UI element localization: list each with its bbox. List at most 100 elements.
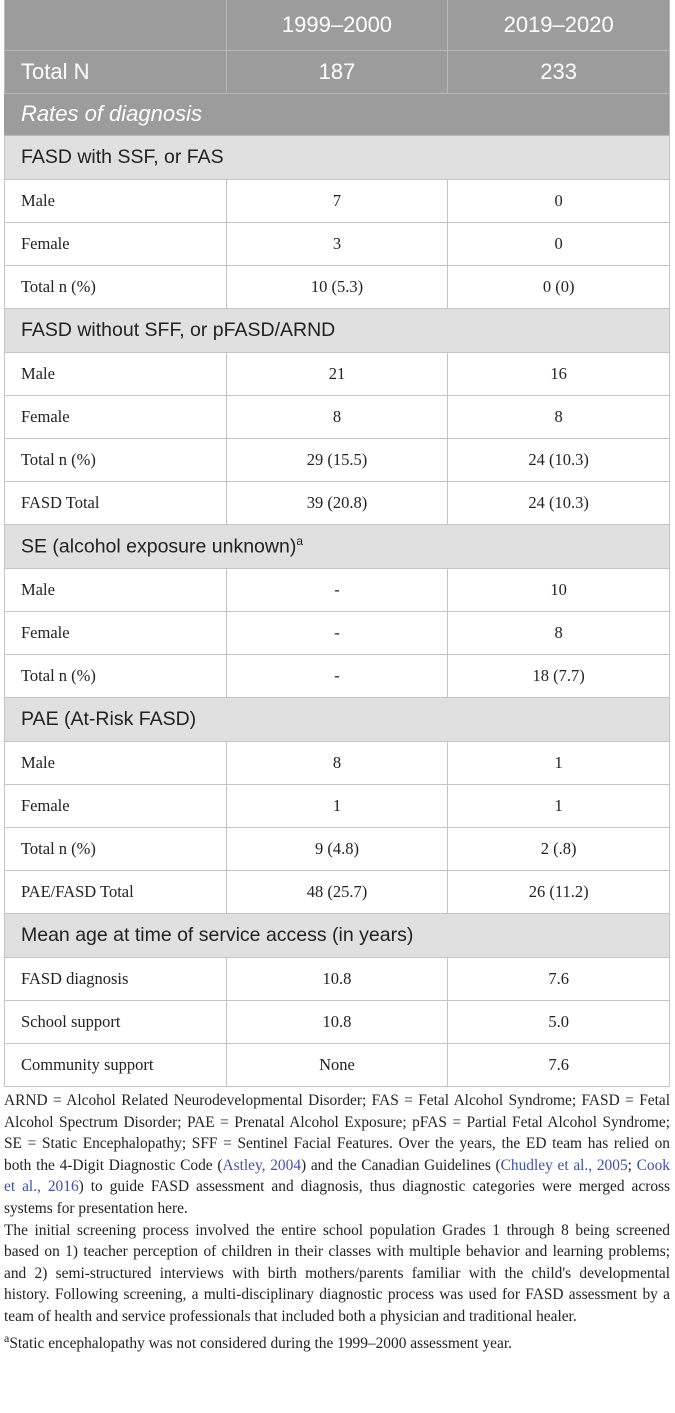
cell-value: 39 (20.8) bbox=[225, 480, 449, 525]
row-label: PAE/FASD Total bbox=[4, 869, 227, 914]
row-label: Total n (%) bbox=[4, 826, 227, 871]
header-row: 1999–2000 2019–2020 bbox=[4, 0, 670, 51]
section-title: PAE (At-Risk FASD) bbox=[21, 707, 197, 730]
data-row: Female 3 0 bbox=[4, 221, 670, 266]
citation-link[interactable]: Chudley et al., 2005 bbox=[500, 1156, 628, 1174]
column-header: 2019–2020 bbox=[447, 0, 670, 51]
total-value: 187 bbox=[225, 49, 449, 94]
row-label: Female bbox=[4, 610, 227, 655]
data-row: School support 10.8 5.0 bbox=[4, 999, 670, 1044]
data-row: Total n (%) 29 (15.5) 24 (10.3) bbox=[4, 437, 670, 482]
cell-value: 1 bbox=[225, 783, 449, 828]
cell-value: 18 (7.7) bbox=[447, 653, 670, 698]
cell-value: 0 (0) bbox=[447, 264, 670, 309]
column-header: 1999–2000 bbox=[225, 0, 449, 51]
section-title: Mean age at time of service access (in y… bbox=[21, 923, 414, 946]
section-title-cell: Mean age at time of service access (in y… bbox=[4, 912, 670, 958]
row-label: Male bbox=[4, 351, 227, 396]
citation-link[interactable]: Cook et al., 2016 bbox=[4, 1156, 670, 1196]
cell-value: 7.6 bbox=[447, 956, 670, 1001]
row-label: Male bbox=[4, 567, 227, 612]
cell-value: 26 (11.2) bbox=[447, 869, 670, 914]
footnote-mark: a bbox=[296, 533, 304, 548]
row-label: Female bbox=[4, 783, 227, 828]
cell-value: None bbox=[225, 1042, 449, 1087]
cell-value: 10.8 bbox=[225, 999, 449, 1044]
row-label: Total n (%) bbox=[4, 653, 227, 698]
cell-value: 8 bbox=[447, 394, 670, 439]
section-title-cell: PAE (At-Risk FASD) bbox=[4, 696, 670, 742]
row-label: Total n (%) bbox=[4, 437, 227, 482]
row-label: Male bbox=[4, 178, 227, 223]
cell-value: 10 (5.3) bbox=[225, 264, 449, 309]
cell-value: 0 bbox=[447, 178, 670, 223]
cell-value: 2 (.8) bbox=[447, 826, 670, 871]
data-row: Community support None 7.6 bbox=[4, 1042, 670, 1087]
data-row: Total n (%) 9 (4.8) 2 (.8) bbox=[4, 826, 670, 871]
row-label: Female bbox=[4, 221, 227, 266]
section-row: FASD without SFF, or pFASD/ARND bbox=[4, 307, 670, 353]
section-row: PAE (At-Risk FASD) bbox=[4, 696, 670, 742]
data-row: FASD Total 39 (20.8) 24 (10.3) bbox=[4, 480, 670, 525]
data-row: Female -8 bbox=[4, 610, 670, 655]
abbreviations-note: ARND = Alcohol Related Neurodevelopmenta… bbox=[4, 1090, 670, 1220]
cell-value: 7 bbox=[225, 178, 449, 223]
table-notes: ARND = Alcohol Related Neurodevelopmenta… bbox=[4, 1090, 670, 1354]
section-row: SE (alcohol exposure unknown)a bbox=[4, 523, 670, 569]
data-row: Male 7 0 bbox=[4, 178, 670, 223]
cell-value: 1 bbox=[447, 740, 670, 785]
cell-value: 29 (15.5) bbox=[225, 437, 449, 482]
cell-value: 0 bbox=[447, 221, 670, 266]
total-value: 233 bbox=[447, 49, 670, 94]
note-text: ) to guide FASD assessment and diagnosis… bbox=[4, 1178, 671, 1217]
footnote-text: Static encephalopathy was not considered… bbox=[9, 1334, 512, 1352]
note-text: ) and the Canadian Guidelines ( bbox=[301, 1156, 501, 1174]
footnote-a: aStatic encephalopathy was not considere… bbox=[4, 1328, 670, 1355]
note-text: ARND = Alcohol Related Neurodevelopmenta… bbox=[4, 1092, 670, 1174]
cell-value: 48 (25.7) bbox=[225, 869, 449, 914]
cell-value: 7.6 bbox=[447, 1042, 670, 1087]
row-label: School support bbox=[4, 999, 227, 1044]
cell-value: 10 bbox=[447, 567, 670, 612]
screening-note: The initial screening process involved t… bbox=[4, 1221, 670, 1325]
section-row: FASD with SSF, or FAS bbox=[4, 134, 670, 180]
row-label: Male bbox=[4, 740, 227, 785]
data-row: Female 1 1 bbox=[4, 783, 670, 828]
section-row: Mean age at time of service access (in y… bbox=[4, 912, 670, 958]
data-row: FASD diagnosis 10.8 7.6 bbox=[4, 956, 670, 1001]
note-text: ; bbox=[627, 1156, 637, 1174]
data-row: PAE/FASD Total 48 (25.7) 26 (11.2) bbox=[4, 869, 670, 914]
cell-value: 9 (4.8) bbox=[225, 826, 449, 871]
cell-value: - bbox=[225, 610, 449, 655]
cell-value: 8 bbox=[225, 740, 449, 785]
section-title: FASD with SSF, or FAS bbox=[21, 145, 224, 168]
cell-value: 24 (10.3) bbox=[447, 437, 670, 482]
section-title-cell: FASD with SSF, or FAS bbox=[4, 134, 670, 180]
data-row: Male -10 bbox=[4, 567, 670, 612]
corner-cell bbox=[4, 0, 227, 51]
row-label: Total n (%) bbox=[4, 264, 227, 309]
cell-value: - bbox=[225, 567, 449, 612]
cell-value: 16 bbox=[447, 351, 670, 396]
data-row: Total n (%) 10 (5.3) 0 (0) bbox=[4, 264, 670, 309]
cell-value: 8 bbox=[447, 610, 670, 655]
cell-value: 5.0 bbox=[447, 999, 670, 1044]
data-row: Total n (%) -18 (7.7) bbox=[4, 653, 670, 698]
data-row: Male 21 16 bbox=[4, 351, 670, 396]
data-row: Female 8 8 bbox=[4, 394, 670, 439]
citation-link[interactable]: Astley, 2004 bbox=[222, 1156, 302, 1174]
section-title: FASD without SFF, or pFASD/ARND bbox=[21, 318, 336, 341]
cell-value: 21 bbox=[225, 351, 449, 396]
section-title: SE (alcohol exposure unknown) bbox=[21, 535, 297, 558]
cell-value: 10.8 bbox=[225, 956, 449, 1001]
row-label: Total N bbox=[4, 49, 227, 94]
cell-value: 1 bbox=[447, 783, 670, 828]
subheader: Rates of diagnosis bbox=[4, 92, 670, 136]
row-label: Female bbox=[4, 394, 227, 439]
section-title-cell: FASD without SFF, or pFASD/ARND bbox=[4, 307, 670, 353]
footnote-mark: a bbox=[4, 1330, 10, 1345]
row-label: FASD Total bbox=[4, 480, 227, 525]
cell-value: 24 (10.3) bbox=[447, 480, 670, 525]
row-label: Community support bbox=[4, 1042, 227, 1087]
